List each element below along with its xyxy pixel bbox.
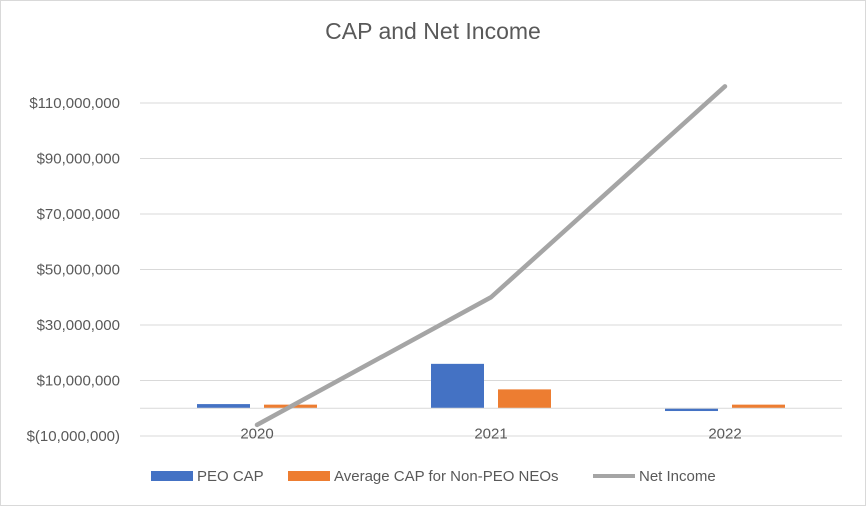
line-series — [254, 84, 728, 428]
y-tick-label: $30,000,000 — [37, 317, 120, 334]
bar-series — [197, 363, 785, 412]
y-tick-label: $70,000,000 — [37, 206, 120, 223]
legend: PEO CAP Average CAP for Non-PEO NEOs Net… — [0, 466, 866, 486]
legend-swatch-net-income — [593, 474, 635, 478]
bar-average-cap-for-non-peo-neos-2021 — [498, 389, 551, 409]
bar-peo-cap-2021 — [431, 363, 484, 409]
x-axis-tick-labels: 2020 2021 2022 — [240, 425, 741, 442]
legend-label-peo-cap: PEO CAP — [197, 467, 264, 485]
y-tick-label: $50,000,000 — [37, 262, 120, 279]
legend-swatch-peo-cap — [151, 471, 193, 481]
legend-item-peo-cap: PEO CAP — [151, 466, 264, 486]
chart-title: CAP and Net Income — [325, 18, 541, 44]
bar-average-cap-for-non-peo-neos-2022 — [732, 404, 785, 409]
legend-label-net-income: Net Income — [639, 467, 716, 485]
legend-item-net-income: Net Income — [593, 466, 716, 486]
legend-item-average-cap: Average CAP for Non-PEO NEOs — [288, 466, 559, 486]
x-tick-label: 2021 — [474, 425, 507, 442]
y-tick-label: $(10,000,000) — [27, 428, 120, 445]
bar-peo-cap-2022 — [665, 408, 718, 412]
x-tick-label: 2020 — [240, 425, 273, 442]
line-net-income — [254, 84, 728, 428]
bar-peo-cap-2020 — [197, 404, 250, 409]
y-axis-tick-labels: $(10,000,000) $10,000,000 $30,000,000 $50,0… — [27, 95, 120, 445]
legend-label-average-cap: Average CAP for Non-PEO NEOs — [334, 467, 559, 485]
y-tick-label: $90,000,000 — [37, 151, 120, 168]
gridlines — [140, 102, 842, 437]
x-tick-label: 2022 — [708, 425, 741, 442]
legend-swatch-average-cap — [288, 471, 330, 481]
y-tick-label: $10,000,000 — [37, 373, 120, 390]
y-tick-label: $110,000,000 — [29, 95, 120, 112]
